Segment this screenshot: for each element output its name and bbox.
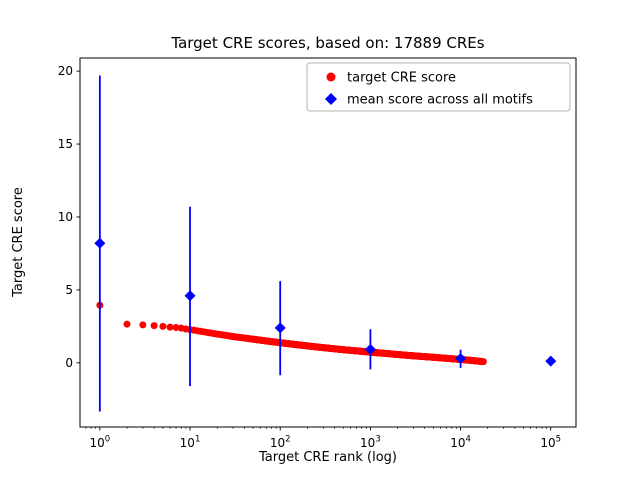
target-score-point [159, 322, 167, 330]
legend: target CRE score mean score across all m… [306, 62, 571, 112]
mean-score-diamond [545, 355, 557, 367]
series-mean-score-errorbars [94, 75, 557, 412]
legend-target-circle-icon [326, 72, 336, 82]
y-tick-label: 10 [58, 210, 73, 224]
legend-label-target: target CRE score [347, 71, 456, 86]
y-tick-label: 15 [58, 137, 73, 151]
chart-title: Target CRE scores, based on: 17889 CREs [170, 34, 484, 52]
target-score-point [172, 324, 180, 332]
mean-score-diamond [455, 352, 467, 364]
y-tick-label: 0 [65, 356, 73, 370]
x-axis-ticks: 100 101 102 103 104 105 [85, 427, 561, 451]
y-axis-ticks: 0 5 10 15 20 [58, 64, 80, 370]
x-tick-label: 104 [450, 435, 471, 451]
x-tick-label: 105 [540, 435, 561, 451]
mean-score-diamond [184, 290, 196, 302]
x-tick-label: 100 [89, 435, 110, 451]
target-score-point [166, 323, 174, 331]
series-target-cre-score [96, 301, 487, 366]
x-tick-label: 102 [270, 435, 291, 451]
x-tick-label: 101 [180, 435, 201, 451]
legend-mean-diamond-icon [325, 93, 337, 105]
y-tick-label: 5 [65, 283, 73, 297]
legend-label-mean: mean score across all motifs [347, 93, 533, 108]
plot-area-border [79, 57, 577, 428]
mean-score-diamond [274, 322, 286, 334]
x-axis-label: Target CRE rank (log) [258, 450, 397, 465]
y-axis-label: Target CRE score [11, 187, 26, 298]
target-score-point [150, 322, 158, 330]
target-score-point [139, 321, 147, 329]
x-tick-label: 103 [360, 435, 381, 451]
legend-box [306, 62, 571, 112]
mean-score-diamond [364, 343, 376, 355]
y-tick-label: 20 [58, 64, 73, 78]
target-score-point [123, 320, 131, 328]
mean-score-diamond [94, 237, 106, 249]
target-score-point [479, 358, 487, 366]
